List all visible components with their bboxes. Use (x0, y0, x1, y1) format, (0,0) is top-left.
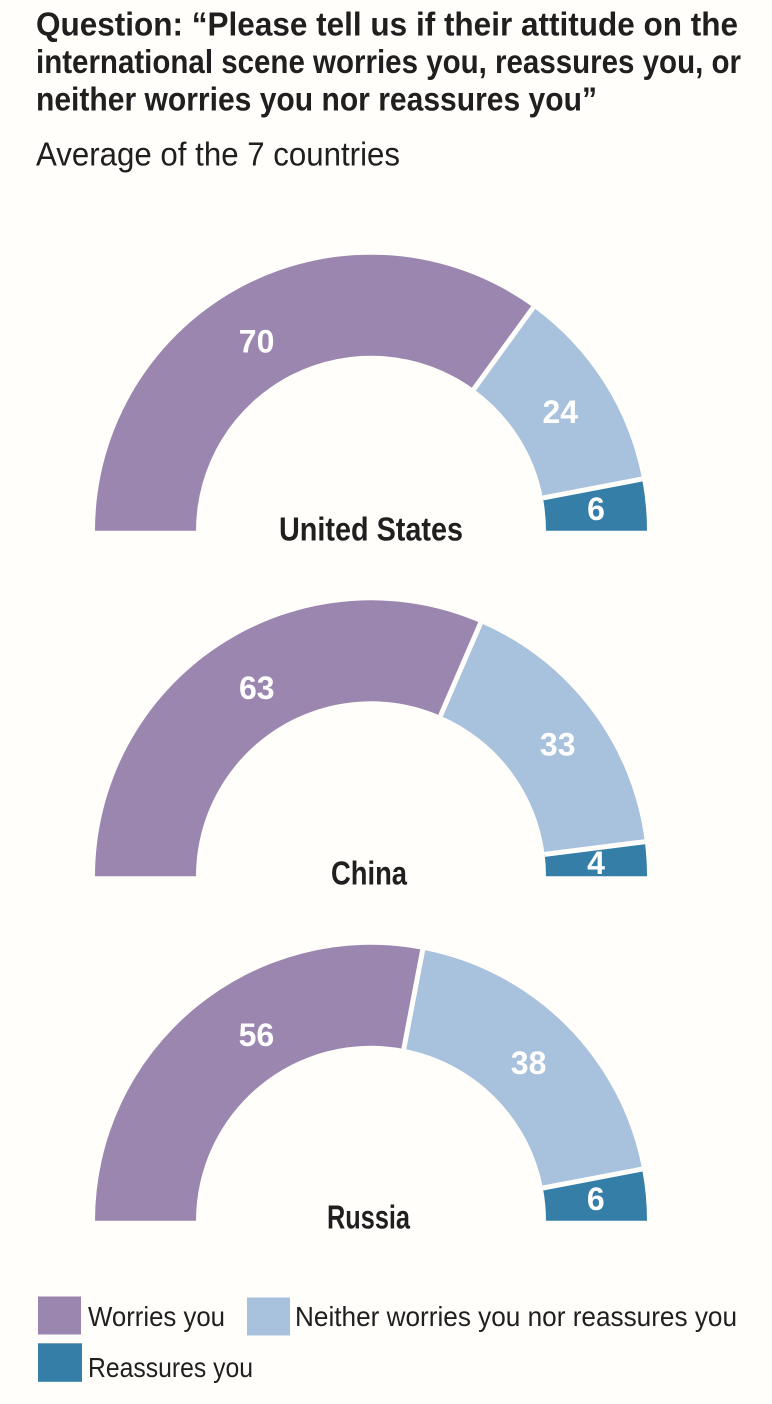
svg-text:6: 6 (587, 1181, 605, 1217)
svg-text:China: China (331, 854, 408, 891)
svg-text:Worries you: Worries you (88, 1301, 225, 1332)
svg-text:33: 33 (540, 727, 576, 763)
svg-text:63: 63 (239, 670, 275, 706)
svg-text:Russia: Russia (327, 1199, 410, 1236)
svg-text:United States: United States (279, 510, 463, 547)
svg-text:Average of the 7 countries: Average of the 7 countries (36, 136, 400, 173)
svg-text:70: 70 (239, 323, 275, 359)
svg-text:24: 24 (543, 394, 579, 430)
svg-text:38: 38 (511, 1045, 547, 1081)
svg-text:international scene worries yo: international scene worries you, reassur… (36, 43, 741, 80)
svg-text:4: 4 (587, 845, 605, 881)
svg-text:Neither worries you nor reassu: Neither worries you nor reassures you (295, 1301, 737, 1332)
svg-text:Reassures you: Reassures you (88, 1352, 253, 1383)
svg-text:56: 56 (239, 1017, 275, 1053)
svg-text:Question: “Please tell us if t: Question: “Please tell us if their attit… (36, 6, 738, 43)
svg-text:neither worries you nor reassu: neither worries you nor reassures you” (36, 81, 597, 118)
svg-text:6: 6 (587, 491, 605, 527)
